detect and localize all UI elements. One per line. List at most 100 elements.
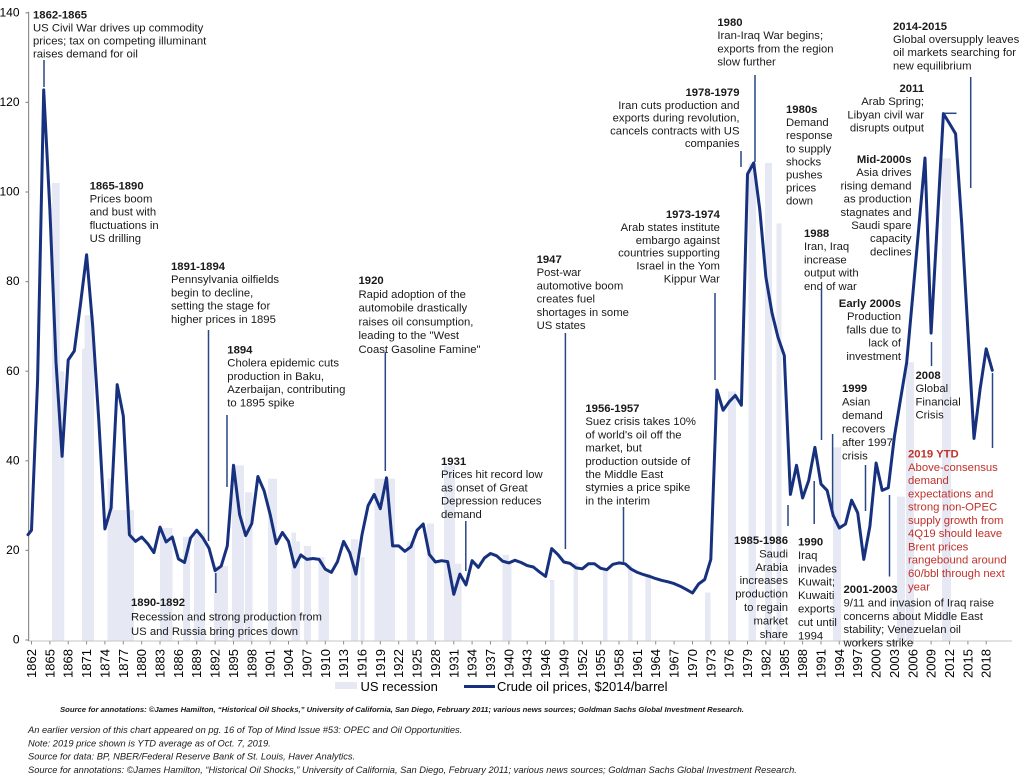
svg-text:rising demand: rising demand [841,180,912,192]
svg-text:Asian: Asian [842,397,870,409]
svg-text:Global: Global [916,383,949,395]
svg-text:1898: 1898 [244,649,259,678]
svg-text:expectations and: expectations and [908,488,993,500]
svg-text:production: production [735,589,788,601]
svg-text:after 1997: after 1997 [842,437,893,449]
svg-text:0: 0 [13,633,20,647]
svg-text:Mid-2000s: Mid-2000s [857,154,912,166]
svg-text:fluctuations in: fluctuations in [90,220,159,232]
svg-text:1955: 1955 [593,649,608,678]
svg-text:Production: Production [847,311,901,323]
svg-text:setting the stage for: setting the stage for [171,301,270,313]
svg-text:1947: 1947 [537,254,562,266]
svg-text:Financial: Financial [916,396,961,408]
svg-text:disrupts output: disrupts output [850,123,925,135]
svg-text:falls due to: falls due to [846,324,901,336]
svg-text:workers strike: workers strike [843,638,914,650]
svg-text:20: 20 [6,543,20,557]
svg-text:1980: 1980 [717,17,742,29]
svg-text:automobile drastically: automobile drastically [359,303,468,315]
svg-text:1934: 1934 [465,649,480,678]
svg-text:9/11 and invasion of Iraq rais: 9/11 and invasion of Iraq raise [844,597,995,609]
svg-text:as onset of Great: as onset of Great [441,482,529,494]
svg-text:1883: 1883 [153,649,168,678]
svg-text:Prices hit record low: Prices hit record low [441,469,544,481]
svg-text:increases: increases [740,575,789,587]
svg-text:1988: 1988 [795,649,810,678]
svg-text:2014-2015: 2014-2015 [893,21,947,33]
svg-text:Brent prices: Brent prices [908,542,969,554]
svg-text:1889: 1889 [189,649,204,678]
svg-text:to regain: to regain [744,602,788,614]
svg-text:1961: 1961 [630,649,645,678]
svg-text:Kuwaiti: Kuwaiti [798,590,834,602]
svg-text:2018: 2018 [979,649,994,678]
svg-text:Crude oil prices, $2014/barrel: Crude oil prices, $2014/barrel [497,679,668,694]
svg-text:exports from the region: exports from the region [717,43,833,55]
svg-text:2003: 2003 [887,649,902,678]
svg-text:oil markets searching for: oil markets searching for [893,47,1016,59]
svg-text:end of war: end of war [804,281,857,293]
svg-text:stability; Venezuelan oil: stability; Venezuelan oil [844,624,961,636]
svg-text:Arab Spring;: Arab Spring; [861,96,924,108]
svg-text:supply growth from: supply growth from [908,515,1003,527]
svg-text:Kuwait;: Kuwait; [798,577,835,589]
svg-text:US drilling: US drilling [90,233,141,245]
svg-text:1994: 1994 [798,630,823,642]
svg-text:new equilibrium: new equilibrium [893,60,972,72]
svg-text:2009: 2009 [924,649,939,678]
svg-text:US Civil War drives up commodi: US Civil War drives up commodity [33,23,204,35]
svg-text:Suez crisis takes 10%: Suez crisis takes 10% [585,416,696,428]
svg-text:demand: demand [908,475,949,487]
svg-text:to supply: to supply [786,143,832,155]
svg-text:1967: 1967 [667,649,682,678]
svg-text:Kippur War: Kippur War [664,274,720,286]
svg-text:strong non-OPEC: strong non-OPEC [908,502,997,514]
svg-text:1910: 1910 [318,649,333,678]
svg-text:1862-1865: 1862-1865 [33,10,87,22]
svg-text:2008: 2008 [916,370,941,382]
svg-text:2019 YTD: 2019 YTD [908,449,959,461]
svg-text:declines: declines [870,246,912,258]
svg-text:60/bbl through next: 60/bbl through next [908,568,1006,580]
svg-text:in the interim: in the interim [585,495,650,507]
svg-text:raises demand for oil: raises demand for oil [33,49,138,61]
svg-text:2015: 2015 [960,649,975,678]
svg-text:slow further: slow further [717,57,776,69]
svg-text:leading to the "West: leading to the "West [359,330,460,342]
svg-text:1925: 1925 [410,649,425,678]
svg-text:1949: 1949 [556,649,571,678]
svg-text:Iran-Iraq War begins;: Iran-Iraq War begins; [717,30,823,42]
svg-text:of world's oil off the: of world's oil off the [585,429,681,441]
svg-text:Libyan civil war: Libyan civil war [847,109,924,121]
svg-text:higher prices in 1895: higher prices in 1895 [171,314,276,326]
svg-text:exports during revolution,: exports during revolution, [613,113,740,125]
svg-text:stymies a price spike: stymies a price spike [585,482,690,494]
svg-text:to 1895 spike: to 1895 spike [227,397,294,409]
svg-text:increase: increase [804,254,847,266]
svg-text:1952: 1952 [575,649,590,678]
svg-text:2011: 2011 [899,83,924,95]
svg-text:pushes: pushes [786,170,823,182]
svg-text:1946: 1946 [538,649,553,678]
svg-text:1916: 1916 [355,649,370,678]
svg-text:1874: 1874 [97,649,112,678]
svg-text:Cholera epidemic cuts: Cholera epidemic cuts [227,358,339,370]
svg-text:1999: 1999 [842,383,867,395]
svg-text:40: 40 [6,453,20,467]
svg-text:1990: 1990 [798,537,823,549]
svg-text:Note: 2019 price shown is YTD: Note: 2019 price shown is YTD average as… [28,738,271,748]
svg-text:shocks: shocks [786,156,822,168]
svg-text:1892: 1892 [208,649,223,678]
svg-text:market, but: market, but [585,443,642,455]
svg-text:lack of: lack of [868,338,902,350]
svg-text:market: market [753,615,788,627]
svg-text:1973: 1973 [703,649,718,678]
svg-text:An earlier version of this cha: An earlier version of this chart appeare… [27,725,462,735]
svg-text:companies: companies [685,138,740,150]
svg-text:automotive boom: automotive boom [537,280,624,292]
svg-text:1880: 1880 [134,649,149,678]
svg-text:1931: 1931 [441,456,466,468]
svg-text:Recession and strong productio: Recession and strong production from [131,612,322,624]
svg-text:rangebound around: rangebound around [908,555,1007,567]
